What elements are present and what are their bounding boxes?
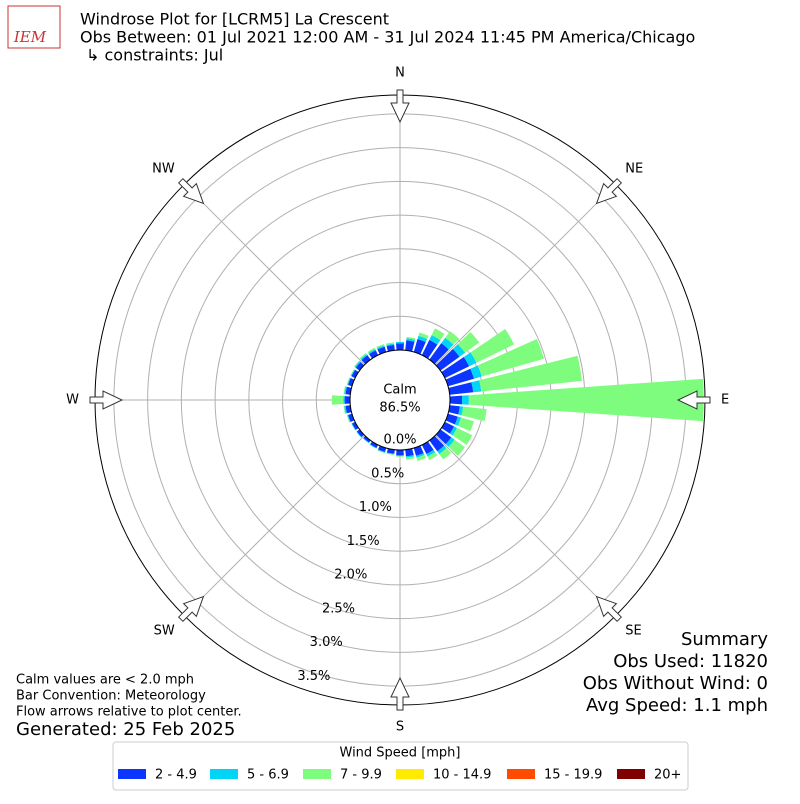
grid-spoke bbox=[435, 435, 615, 615]
wind-bar bbox=[396, 342, 404, 343]
summary: Obs Used: 11820 bbox=[613, 651, 768, 672]
wind-bar bbox=[332, 395, 344, 405]
direction-label: E bbox=[721, 393, 729, 408]
summary: Avg Speed: 1.1 mph bbox=[586, 695, 768, 716]
r-tick-label: 1.0% bbox=[359, 500, 392, 515]
direction-label: N bbox=[395, 66, 405, 81]
legend-label: 20+ bbox=[654, 768, 681, 783]
legend-label: 15 - 19.9 bbox=[544, 768, 602, 783]
wind-bar bbox=[345, 396, 351, 404]
direction-label: SW bbox=[154, 624, 175, 639]
direction-label: SE bbox=[625, 624, 641, 639]
direction-label: S bbox=[396, 720, 404, 735]
legend-label: 10 - 14.9 bbox=[433, 768, 491, 783]
wind-bar bbox=[449, 405, 460, 414]
wind-bar bbox=[450, 396, 462, 405]
note: Calm values are < 2.0 mph bbox=[16, 673, 194, 688]
r-tick-label: 3.5% bbox=[297, 669, 330, 684]
r-tick-label: 1.5% bbox=[347, 534, 380, 549]
logo-text: IEM bbox=[13, 28, 47, 46]
direction-label: NE bbox=[625, 161, 643, 176]
r-tick-label: 2.5% bbox=[322, 601, 355, 616]
legend-swatch bbox=[617, 769, 645, 779]
legend-label: 2 - 4.9 bbox=[155, 768, 197, 783]
wind-bar bbox=[343, 396, 344, 404]
r-tick-label: 0.5% bbox=[371, 466, 404, 481]
grid-spoke bbox=[184, 184, 364, 364]
chart-subtitle: Obs Between: 01 Jul 2021 12:00 AM - 31 J… bbox=[80, 28, 695, 47]
wind-bar bbox=[396, 343, 404, 350]
r-tick-label: 3.0% bbox=[310, 635, 343, 650]
legend-swatch bbox=[303, 769, 331, 779]
summary: Obs Without Wind: 0 bbox=[583, 673, 768, 694]
chart-title: Windrose Plot for [LCRM5] La Crescent bbox=[80, 10, 389, 29]
r-tick-label: 2.0% bbox=[334, 568, 367, 583]
legend-label: 7 - 9.9 bbox=[340, 768, 382, 783]
legend-swatch bbox=[396, 769, 424, 779]
wind-bar bbox=[405, 340, 414, 351]
calm-value: 86.5% bbox=[379, 401, 420, 416]
wind-bar bbox=[458, 418, 474, 432]
legend-label: 5 - 6.9 bbox=[247, 768, 289, 783]
r-tick-label: 0.0% bbox=[383, 433, 416, 448]
direction-label: W bbox=[66, 393, 79, 408]
calm-label: Calm bbox=[383, 383, 416, 398]
summary: Summary bbox=[681, 629, 768, 650]
grid-spoke bbox=[184, 435, 364, 615]
direction-label: NW bbox=[152, 161, 175, 176]
note: Flow arrows relative to plot center. bbox=[16, 705, 242, 720]
wind-bar bbox=[396, 450, 404, 456]
wind-bar bbox=[462, 395, 469, 405]
generated: Generated: 25 Feb 2025 bbox=[16, 719, 235, 740]
legend-title: Wind Speed [mph] bbox=[340, 746, 461, 761]
legend-swatch bbox=[118, 769, 146, 779]
note: Bar Convention: Meteorology bbox=[16, 689, 206, 704]
legend-swatch bbox=[507, 769, 535, 779]
grid-spoke bbox=[435, 184, 615, 364]
constraints: ↳ constraints: Jul bbox=[86, 46, 223, 65]
legend-swatch bbox=[210, 769, 238, 779]
